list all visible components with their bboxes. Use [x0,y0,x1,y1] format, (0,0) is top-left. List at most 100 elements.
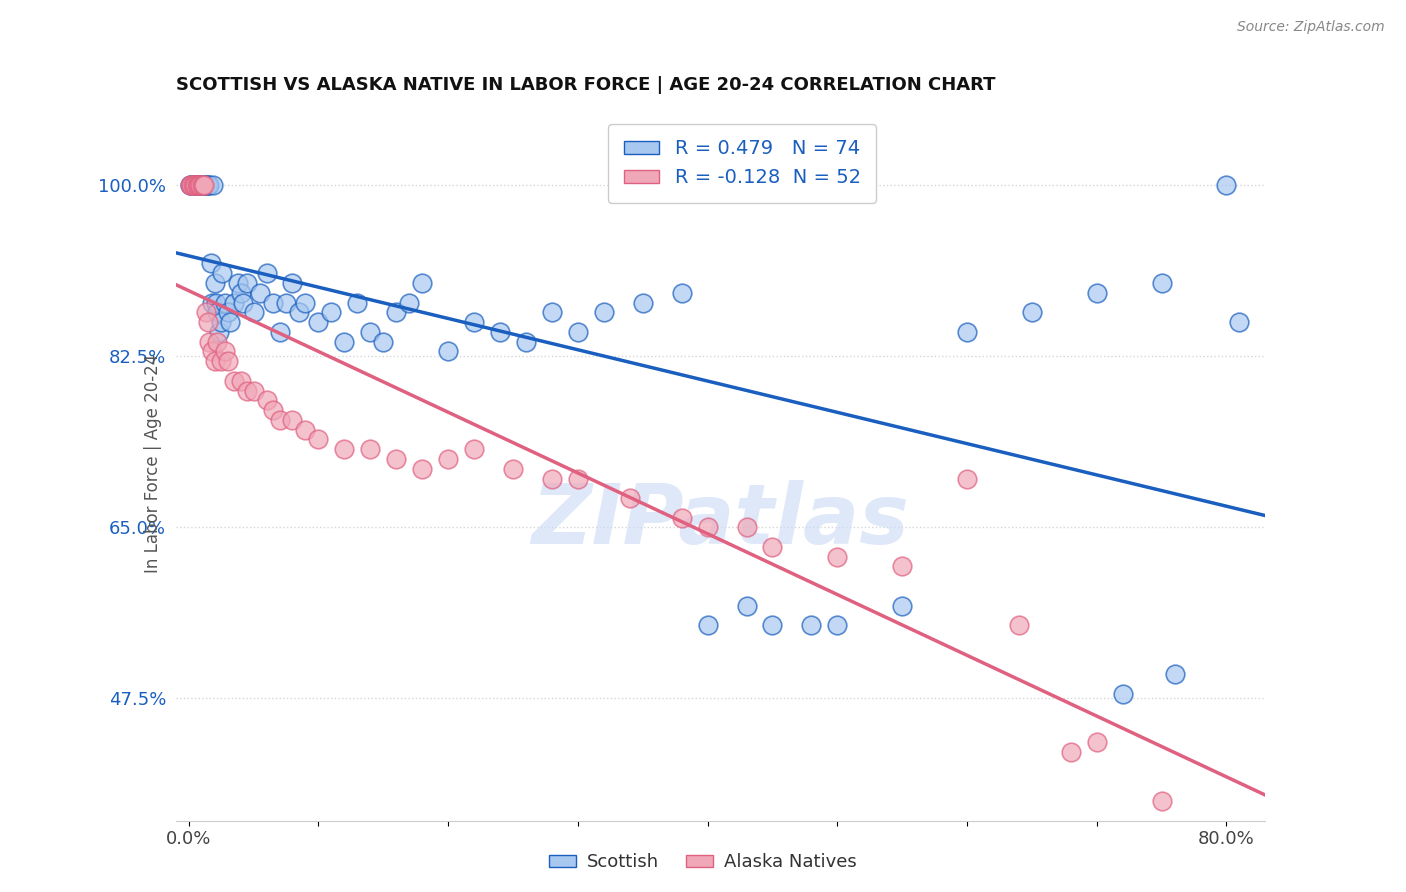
Point [207,305,229,319]
Point [179,178,201,193]
Point [209,315,232,329]
Point [181,178,204,193]
Point [398,295,420,310]
Point [190,178,212,193]
Point [827,549,849,564]
Point [1215,178,1237,193]
Point [891,559,914,574]
Point [321,305,343,319]
Point [204,276,226,290]
Point [515,334,537,349]
Point [761,540,783,554]
Point [567,471,589,485]
Point [187,178,209,193]
Point [226,276,249,290]
Point [224,374,246,388]
Point [696,520,718,534]
Point [190,178,212,193]
Point [294,295,316,310]
Point [229,285,252,300]
Point [541,305,564,319]
Point [207,334,229,349]
Text: ZIPatlas: ZIPatlas [531,481,910,561]
Point [224,295,246,310]
Point [333,442,356,457]
Point [197,315,219,329]
Point [195,178,218,193]
Point [181,178,204,193]
Point [671,510,693,524]
Point [567,325,589,339]
Point [180,178,202,193]
Point [1085,285,1108,300]
Point [184,178,207,193]
Point [207,325,229,339]
Point [956,325,979,339]
Point [219,315,242,329]
Point [437,344,460,359]
Point [190,178,212,193]
Point [242,384,264,398]
Point [956,471,979,485]
Point [294,423,316,437]
Point [186,178,208,193]
Point [1163,667,1185,681]
Point [1112,687,1135,701]
Point [288,305,311,319]
Point [307,315,329,329]
Point [190,178,212,193]
Point [281,413,304,427]
Point [262,295,284,310]
Point [180,178,202,193]
Point [761,618,783,632]
Point [437,452,460,467]
Point [186,178,208,193]
Point [202,178,225,193]
Point [541,471,564,485]
Point [502,461,524,475]
Point [333,334,356,349]
Point [463,442,485,457]
Point [200,256,222,270]
Point [187,178,209,193]
Point [183,178,205,193]
Point [193,178,215,193]
Point [463,315,485,329]
Point [242,305,264,319]
Point [1150,794,1173,808]
Point [1085,735,1108,749]
Point [201,344,224,359]
Point [179,178,201,193]
Point [489,325,512,339]
Point [256,266,278,280]
Point [274,295,297,310]
Text: Source: ZipAtlas.com: Source: ZipAtlas.com [1237,20,1385,34]
Point [198,178,221,193]
Point [631,295,654,310]
Point [800,618,823,632]
Point [194,305,217,319]
Point [232,295,254,310]
Point [214,295,236,310]
Point [188,178,211,193]
Point [197,178,219,193]
Point [205,295,228,310]
Point [385,452,408,467]
Point [891,599,914,613]
Point [191,178,214,193]
Legend: Scottish, Alaska Natives: Scottish, Alaska Natives [541,847,865,879]
Point [262,403,284,417]
Point [411,461,433,475]
Point [619,491,641,505]
Point [359,325,381,339]
Point [307,433,329,447]
Point [198,334,221,349]
Point [188,178,211,193]
Point [346,295,368,310]
Point [735,520,758,534]
Point [249,285,271,300]
Point [1229,315,1251,329]
Point [184,178,207,193]
Point [201,295,224,310]
Point [217,305,239,319]
